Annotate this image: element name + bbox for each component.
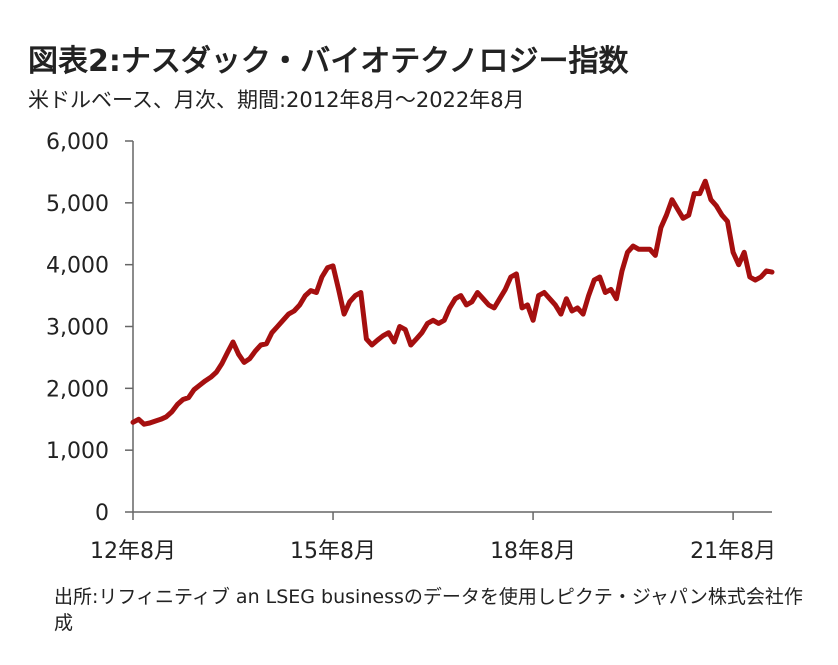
series-line: [130, 178, 775, 427]
y-tick-label: 2,000: [46, 377, 109, 402]
chart-title: 図表2:ナスダック・バイオテクノロジー指数: [28, 44, 629, 79]
y-tick-label: 1,000: [46, 439, 109, 464]
source-note: 出所:リフィニティブ an LSEG businessのデータを使用しピクテ・ジ…: [54, 586, 803, 634]
y-tick-label: 5,000: [46, 192, 109, 217]
y-tick-label: 6,000: [46, 130, 109, 155]
x-axis: 12年8月 15年8月 18年8月 21年8月: [90, 511, 776, 564]
y-axis: 0 1,000 2,000 3,000 4,000 5,000 6,000: [46, 130, 134, 526]
x-tick-label: 15年8月: [290, 539, 376, 564]
y-tick-label: 0: [95, 501, 109, 526]
x-tick-label: 21年8月: [690, 539, 776, 564]
y-tick-label: 4,000: [46, 254, 109, 279]
line-chart: 0 1,000 2,000 3,000 4,000 5,000 6,000 12年8月 15年…: [46, 130, 776, 564]
y-tick-label: 3,000: [46, 316, 109, 341]
x-tick-label: 18年8月: [490, 539, 576, 564]
series-group: [130, 178, 775, 427]
chart-subtitle: 米ドルベース、月次、期間:2012年8月～2022年8月: [28, 88, 525, 112]
x-tick-label: 12年8月: [90, 539, 176, 564]
